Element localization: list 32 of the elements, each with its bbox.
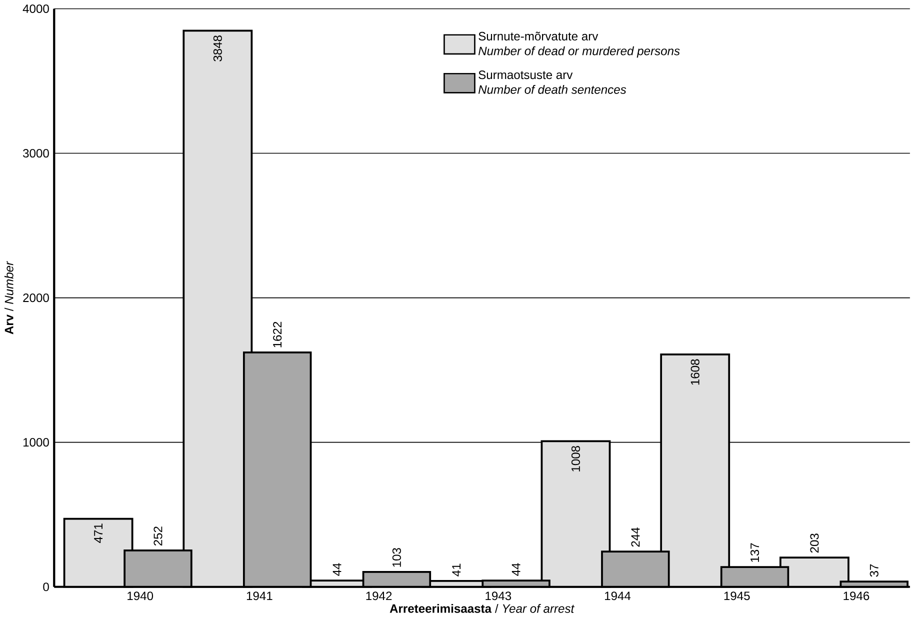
y-axis-title: Arv / Number <box>4 260 14 334</box>
x-tick-label: 1942 <box>366 591 392 600</box>
data-label: 44 <box>332 562 342 576</box>
data-label: 3848 <box>213 35 222 62</box>
data-label: 37 <box>870 564 878 577</box>
annotation: Number of death sentences <box>478 84 626 94</box>
y-tick-label: 0 <box>43 582 49 591</box>
data-label: 41 <box>452 564 461 576</box>
x-tick-label: 1941 <box>246 591 272 600</box>
data-label: 1622 <box>273 322 282 348</box>
data-label: 203 <box>810 533 819 552</box>
y-tick-label: 4000 <box>22 4 49 13</box>
x-tick-label: 1946 <box>844 591 870 600</box>
x-axis-title: Arreteerimisaasta / Year of arrest <box>390 604 575 613</box>
legend-label: Surmaotsuste arv <box>478 70 573 79</box>
x-tick-label: 1944 <box>605 591 631 600</box>
legend-label: Surnute-mõrvatute arv <box>478 32 598 40</box>
data-label: 137 <box>750 543 760 562</box>
x-tick-label: 1943 <box>486 591 512 600</box>
y-tick-label: 2000 <box>23 293 49 302</box>
data-label: 1608 <box>690 359 700 385</box>
data-label: 103 <box>392 548 401 567</box>
data-label: 252 <box>154 526 162 546</box>
y-tick-label: 3000 <box>23 148 49 158</box>
data-label: 1008 <box>571 446 580 472</box>
data-label: 244 <box>631 527 640 547</box>
data-label: 44 <box>512 562 520 576</box>
annotation: Number of dead or murdered persons <box>478 46 680 58</box>
x-tick-label: 1940 <box>128 591 154 600</box>
data-label: 471 <box>94 524 102 543</box>
y-tick-label: 1000 <box>23 438 49 446</box>
x-tick-label: 1945 <box>724 591 750 600</box>
